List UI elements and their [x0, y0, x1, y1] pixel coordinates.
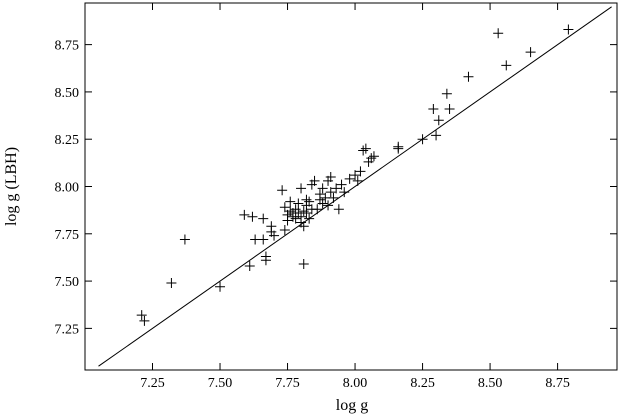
data-point	[525, 47, 536, 58]
data-point	[279, 202, 290, 213]
data-point	[493, 28, 504, 39]
plot-frame	[84, 2, 618, 371]
data-point	[325, 172, 336, 183]
data-point	[428, 103, 439, 114]
data-point	[166, 277, 177, 288]
data-point	[358, 145, 369, 156]
data-point	[444, 103, 455, 114]
data-point	[244, 260, 255, 271]
data-point	[366, 153, 377, 164]
y-tick-label: 8.25	[55, 133, 80, 148]
y-tick-label: 7.25	[55, 322, 80, 337]
data-point	[317, 183, 328, 194]
data-point	[298, 259, 309, 270]
data-point	[285, 206, 296, 217]
data-point	[296, 183, 307, 194]
x-tick-label: 7.50	[208, 376, 233, 391]
data-point	[317, 198, 328, 209]
x-tick-label: 7.25	[140, 376, 165, 391]
y-tick-label: 8.50	[55, 86, 80, 101]
data-point	[260, 251, 271, 262]
data-point	[290, 213, 301, 224]
data-point	[279, 225, 290, 236]
y-tick-label: 7.50	[55, 275, 80, 290]
data-point	[431, 130, 442, 141]
data-point	[350, 170, 361, 181]
data-point	[336, 179, 347, 190]
x-tick-label: 8.50	[478, 376, 503, 391]
data-point	[304, 196, 315, 207]
data-point	[314, 189, 325, 200]
data-point	[301, 207, 312, 218]
data-point	[277, 185, 288, 196]
data-point	[239, 209, 250, 220]
data-point	[298, 206, 309, 217]
data-point	[417, 134, 428, 145]
x-axis-ticks: 7.25 7.50 7.75 8.00 8.25 8.50 8.75	[140, 3, 570, 391]
data-point	[304, 213, 315, 224]
data-point	[309, 175, 320, 186]
data-point	[441, 88, 452, 99]
x-tick-label: 8.75	[545, 376, 570, 391]
data-point	[179, 234, 190, 245]
x-tick-label: 8.25	[410, 376, 435, 391]
data-point	[258, 213, 269, 224]
data-point	[247, 211, 258, 222]
data-point	[344, 173, 355, 184]
data-points	[136, 24, 574, 326]
y-axis-ticks: 7.25 7.50 7.75 8.00 8.25 8.50 8.75	[55, 39, 617, 337]
data-point	[463, 71, 474, 82]
data-point	[325, 187, 336, 198]
x-axis-label: log g	[336, 397, 368, 414]
data-point	[312, 204, 323, 215]
x-tick-label: 8.00	[343, 376, 368, 391]
data-point	[339, 187, 350, 198]
data-point	[501, 60, 512, 71]
y-tick-label: 8.00	[55, 181, 80, 196]
data-point	[298, 221, 309, 232]
y-axis-label: log g (LBH)	[3, 147, 20, 226]
y-tick-label: 8.75	[55, 39, 80, 54]
data-point	[136, 310, 147, 321]
data-point	[139, 315, 150, 326]
data-point	[285, 196, 296, 207]
data-point	[360, 143, 371, 154]
data-point	[433, 115, 444, 126]
data-point	[293, 198, 304, 209]
reference-line	[98, 6, 612, 367]
data-point	[563, 24, 574, 35]
data-point	[368, 151, 379, 162]
data-point	[331, 183, 342, 194]
x-tick-label: 7.75	[275, 376, 300, 391]
data-point	[215, 281, 226, 292]
data-point	[333, 204, 344, 215]
y-tick-label: 7.75	[55, 228, 80, 243]
data-point	[323, 200, 334, 211]
data-point	[352, 175, 363, 186]
data-point	[258, 234, 269, 245]
data-point	[269, 230, 280, 241]
data-point	[282, 215, 293, 226]
data-point	[393, 141, 404, 152]
data-point	[328, 192, 339, 203]
data-point	[355, 166, 366, 177]
